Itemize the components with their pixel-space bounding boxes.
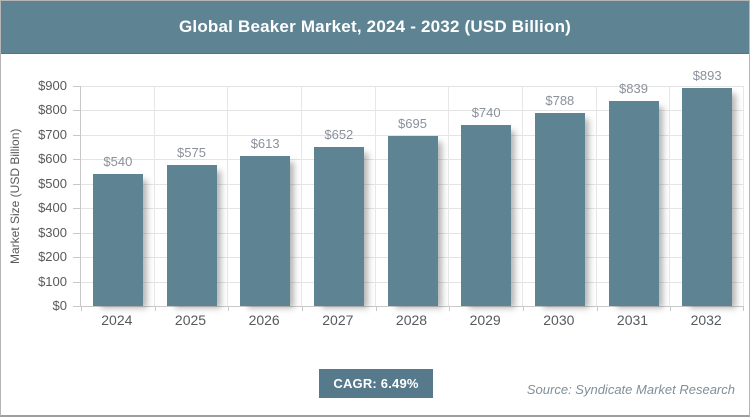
x-axis-tick	[596, 307, 598, 311]
bar-2027	[313, 146, 364, 306]
x-axis-tick	[670, 307, 672, 311]
x-axis-tick	[449, 307, 451, 311]
bar-value-label: $575	[177, 145, 206, 161]
gridline-vertical	[301, 86, 302, 306]
x-axis-tick	[228, 307, 230, 311]
bar-2031	[608, 100, 659, 306]
x-axis-label: 2027	[322, 312, 354, 328]
bar-2028	[387, 136, 438, 306]
x-axis-label: 2030	[543, 312, 575, 328]
chart-header: Global Beaker Market, 2024 - 2032 (USD B…	[1, 1, 749, 54]
bar-2030	[534, 113, 585, 306]
x-axis-labels: 2024 2025 2026 2027 2028 2029 2030 2031 2032	[80, 312, 743, 332]
x-axis-label: 2032	[690, 312, 722, 328]
bar-value-label: $893	[692, 67, 722, 83]
x-axis-label: 2025	[174, 312, 207, 328]
bar-value-label: $839	[619, 80, 648, 96]
y-axis-tick-label: $0	[52, 298, 67, 313]
bar-value-label: $540	[103, 154, 133, 169]
gridline-vertical	[448, 86, 450, 306]
y-axis-tick-label: $500	[38, 175, 67, 191]
x-axis-label: 2028	[395, 312, 428, 328]
bar-value-label: $695	[398, 116, 427, 132]
y-axis-tick-label: $300	[38, 224, 67, 240]
y-axis-tick	[73, 208, 80, 210]
y-axis-tick	[73, 232, 80, 234]
bar-value-label: $788	[545, 93, 575, 109]
x-axis-tick	[154, 307, 156, 311]
y-axis-tick-label: $200	[38, 249, 67, 265]
y-axis-tick-label: $100	[38, 273, 67, 289]
x-axis-label: 2029	[469, 312, 501, 328]
bar-value-label: $652	[324, 126, 354, 142]
cagr-badge: CAGR: 6.49%	[319, 369, 433, 398]
plot-area: $540 $575 $613 $652 $695 $740 $788 $839 $893	[80, 68, 744, 311]
y-axis-tick	[73, 134, 80, 136]
bar-2029	[461, 125, 512, 306]
bar-2026	[240, 156, 291, 306]
gridline-vertical	[374, 86, 376, 306]
bar-2025	[166, 165, 217, 306]
gridline-horizontal	[81, 134, 744, 136]
y-axis-tick	[73, 183, 80, 185]
bar-value-label: $740	[471, 105, 501, 121]
y-axis-tick-labels: $0 $100 $200 $300 $400 $500 $600 $700 $800 $900	[1, 78, 80, 313]
gridline-vertical	[153, 86, 155, 306]
gridline-vertical	[743, 86, 744, 306]
chart-title: Global Beaker Market, 2024 - 2032 (USD B…	[178, 17, 572, 36]
gridline-vertical	[595, 86, 597, 306]
y-axis-tick-label: $900	[38, 78, 67, 93]
x-axis-label: 2026	[248, 312, 280, 328]
x-axis-label: 2024	[101, 312, 133, 328]
y-axis-tick	[73, 281, 80, 283]
y-axis-tick	[73, 110, 80, 112]
bar-2032	[682, 87, 733, 306]
gridline-horizontal	[81, 110, 744, 112]
x-axis-tick	[375, 307, 377, 311]
x-axis-tick	[523, 307, 524, 311]
cagr-label: CAGR: 6.49%	[333, 376, 419, 391]
gridline-vertical	[522, 86, 523, 306]
x-axis-tick	[743, 307, 744, 311]
y-axis-tick	[73, 257, 80, 259]
bar-2024	[92, 174, 143, 306]
x-axis-tick	[302, 307, 303, 311]
y-axis-tick	[73, 159, 80, 161]
source-text: Source: Syndicate Market Research	[526, 382, 735, 397]
y-axis-tick-label: $800	[38, 102, 67, 118]
gridline-horizontal	[81, 86, 744, 87]
y-axis-tick-label: $600	[38, 151, 67, 167]
y-axis-tick-label: $400	[38, 200, 67, 216]
x-axis-tick	[81, 307, 82, 311]
gridline-vertical	[227, 86, 229, 306]
x-axis-label: 2031	[616, 312, 649, 328]
gridline-vertical	[669, 86, 671, 306]
y-axis-tick-label: $700	[38, 126, 67, 142]
y-axis-tick	[73, 306, 80, 307]
bar-value-label: $613	[250, 136, 280, 152]
y-axis-tick	[73, 86, 80, 87]
